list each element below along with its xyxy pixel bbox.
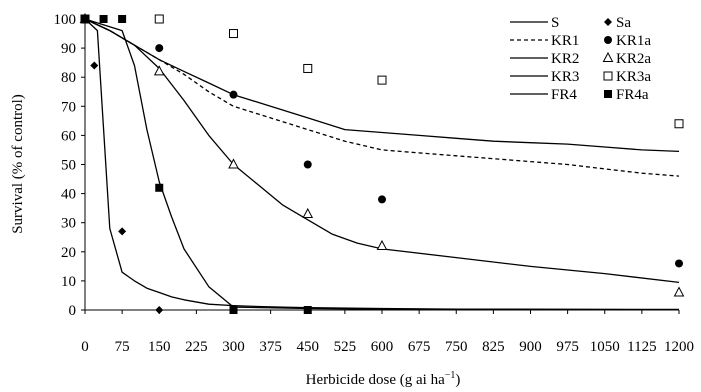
x-axis-title-main: Herbicide dose (g ai ha [306, 372, 445, 388]
data-point-fr4a [303, 306, 312, 314]
legend: S Sa KR1 KR1a KR2 KR2a KR3 KR3a FR4 FR4a [510, 15, 651, 103]
x-tick-label: 225 [185, 339, 208, 355]
x-tick-label: 825 [482, 339, 505, 355]
data-point-kr2a [153, 65, 165, 76]
data-point-sa [90, 61, 99, 70]
legend-marker-kr3a [603, 71, 613, 81]
data-point-sa [118, 227, 127, 236]
data-point-kr3a [154, 14, 164, 24]
series-line-kr3 [84, 18, 680, 153]
x-tick-label: 375 [259, 339, 282, 355]
data-point-sa [155, 306, 164, 314]
legend-label-kr3a: KR3a [616, 69, 651, 85]
series-line-fr4 [84, 18, 680, 311]
data-point-kr1a [378, 195, 386, 204]
y-tick-label: 40 [61, 187, 76, 203]
marker-series-kr2a [79, 12, 685, 297]
x-tick-label: 1125 [627, 339, 656, 355]
legend-label-fr4: FR4 [551, 87, 577, 103]
series-line-s [84, 18, 680, 311]
y-tick-label: 30 [61, 216, 76, 232]
series-line-kr1 [84, 18, 680, 177]
y-axis: 0 10 20 30 40 50 60 70 80 90 100 [54, 12, 86, 319]
marker-series-sa [81, 15, 312, 314]
data-point-kr3a [674, 119, 684, 129]
legend-marker-kr1a [604, 36, 612, 44]
x-tick-label: 150 [148, 339, 171, 355]
y-tick-label: 20 [61, 245, 76, 261]
y-tick-label: 80 [61, 70, 76, 86]
legend-marker-kr2a [602, 51, 614, 62]
data-point-kr2a [376, 239, 388, 250]
x-tick-label: 75 [115, 339, 130, 355]
y-axis-title: Survival (% of control) [10, 94, 26, 234]
legend-label-kr2a: KR2a [616, 51, 651, 67]
legend-label-kr2: KR2 [551, 51, 579, 67]
data-point-fr4a [99, 15, 108, 23]
data-point-kr3a [377, 75, 387, 85]
series-lines [84, 18, 680, 311]
data-point-kr2a [228, 158, 239, 169]
data-point-kr3a [229, 29, 238, 39]
y-tick-label: 70 [61, 99, 76, 115]
y-tick-label: 90 [61, 41, 76, 57]
marker-series-kr3a [80, 14, 684, 129]
y-tick-label: 60 [61, 128, 76, 144]
data-point-kr1a [155, 44, 164, 53]
data-point-fr4a [229, 306, 238, 314]
x-axis: 0 75 150 225 300 375 450 525 600 675 750 825 900 975 1… [81, 309, 694, 355]
x-tick-label: 525 [334, 339, 357, 355]
x-tick-label: 300 [222, 339, 245, 355]
x-axis-title-close: ) [455, 372, 460, 388]
x-tick-label: 750 [445, 339, 468, 355]
legend-label-sa: Sa [616, 15, 631, 31]
y-tick-label: 0 [69, 303, 77, 319]
data-point-fr4a [118, 15, 127, 23]
legend-label-s: S [551, 15, 559, 31]
x-tick-label: 975 [556, 339, 579, 355]
data-point-kr1a [303, 160, 312, 169]
legend-label-kr1: KR1 [551, 33, 579, 49]
legend-marker-fr4a [604, 90, 612, 98]
x-tick-label: 900 [519, 339, 542, 355]
x-tick-label: 600 [371, 339, 394, 355]
legend-marker-sa [604, 18, 612, 26]
x-axis-title: Herbicide dose (g ai ha−1) [306, 370, 461, 388]
data-point-kr1a [675, 259, 683, 268]
x-tick-label: 1200 [664, 339, 694, 355]
legend-label-fr4a: FR4a [616, 87, 649, 103]
series-line-kr2 [84, 18, 680, 284]
y-tick-label: 50 [61, 158, 76, 174]
data-point-kr2a [673, 286, 685, 297]
y-tick-label: 100 [54, 12, 77, 28]
data-point-kr2a [302, 207, 314, 218]
series-markers [79, 12, 685, 314]
x-tick-label: 450 [297, 339, 320, 355]
marker-series-fr4a [81, 15, 312, 314]
legend-label-kr3: KR3 [551, 69, 579, 85]
legend-label-kr1a: KR1a [616, 33, 651, 49]
data-point-fr4a [155, 183, 164, 192]
data-point-kr1a [229, 90, 238, 99]
x-tick-label: 675 [408, 339, 431, 355]
x-tick-label: 1050 [590, 339, 620, 355]
data-point-fr4a [81, 15, 89, 23]
y-tick-label: 10 [61, 274, 76, 290]
x-tick-label: 0 [81, 339, 89, 355]
x-axis-title-unit-exponent: −1 [445, 370, 456, 381]
marker-series-kr1a [81, 15, 683, 268]
data-point-kr3a [303, 63, 313, 73]
